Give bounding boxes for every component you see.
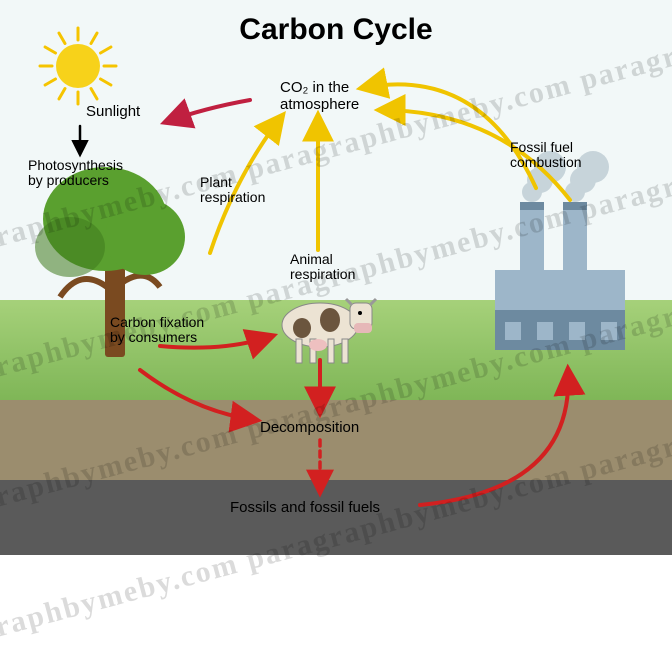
label-photosynthesis: Photosynthesisby producers — [28, 158, 123, 189]
bg-soil — [0, 400, 672, 480]
label-carbon_fix: Carbon fixationby consumers — [110, 315, 204, 346]
label-animal_resp: Animalrespiration — [290, 252, 355, 283]
label-decomposition: Decomposition — [260, 420, 359, 437]
label-sunlight: Sunlight — [86, 104, 140, 121]
bg-grass — [0, 300, 672, 400]
bg-rock — [0, 480, 672, 555]
diagram-title: Carbon Cycle — [0, 13, 672, 47]
label-fossil_comb: Fossil fuelcombustion — [510, 140, 582, 171]
label-plant_resp: Plantrespiration — [200, 175, 265, 206]
label-co2: CO₂ in theatmosphere — [280, 80, 359, 113]
label-fossils: Fossils and fossil fuels — [230, 500, 380, 517]
